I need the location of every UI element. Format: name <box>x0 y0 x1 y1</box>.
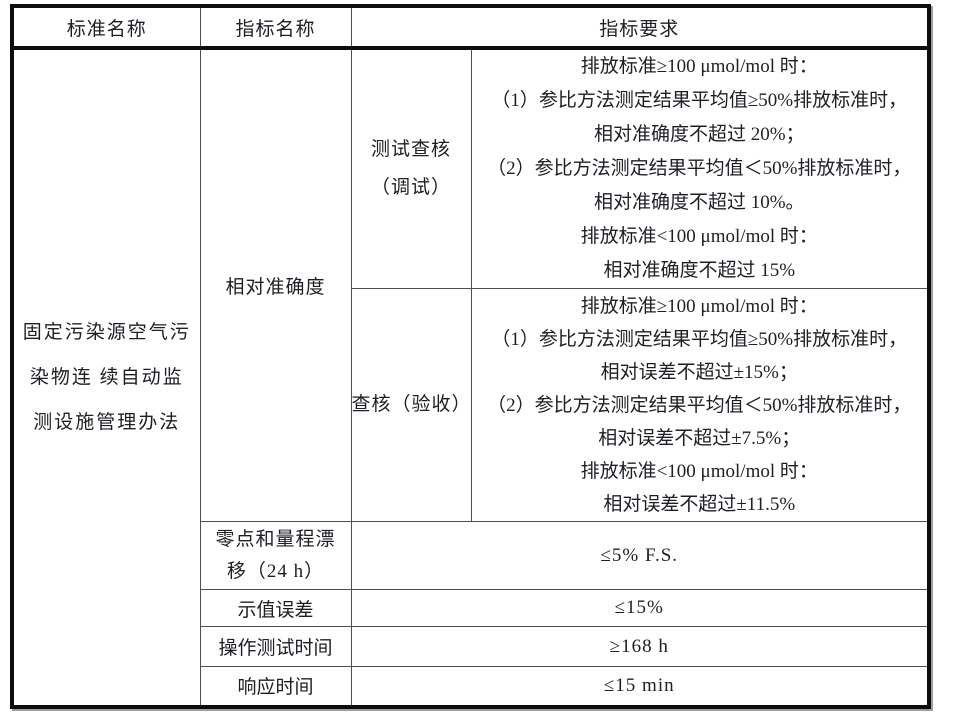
indication-error-value-cell: ≤15% <box>350 589 930 627</box>
requirement-line: （2）参比方法测定结果平均值＜50%排放标准时， <box>487 394 912 416</box>
debug-check-requirements-cell: 排放标准≥100 μmol/mol 时： （1）参比方法测定结果平均值≥50%排… <box>470 47 930 289</box>
requirement-line: 相对误差不超过±15%； <box>600 361 798 383</box>
requirement-line: 相对误差不超过±7.5%； <box>598 427 801 449</box>
table-row: 固定污染源空气污 染物连 续自动监 测设施管理办法 相对准确度 测试查核 （调试… <box>11 47 930 707</box>
header-indicator-requirement: 指标要求 <box>350 5 930 50</box>
operation-time-label-cell: 操作测试时间 <box>199 626 352 667</box>
table-row: 查核（验收） 排放标准≥100 μmol/mol 时： （1）参比方法测定结果平… <box>12 288 930 522</box>
requirement-line: 排放标准<100 μmol/mol 时： <box>580 460 818 482</box>
acceptance-check-label-cell: 查核（验收） <box>350 288 472 522</box>
header-indicator-name: 指标名称 <box>199 5 352 50</box>
requirement-line: （1）参比方法测定结果平均值≥50%排放标准时， <box>491 328 908 350</box>
drift-value-cell: ≤5% F.S. <box>350 521 930 590</box>
debug-check-label-line: 测试查核 <box>370 139 451 160</box>
operation-time-value-cell: ≥168 h <box>350 626 930 667</box>
standard-name-line: 测设施管理办法 <box>33 411 181 433</box>
drift-label-line: 移（24 h） <box>226 560 325 582</box>
debug-check-label-line: （调试） <box>370 177 451 198</box>
response-time-label-cell: 响应时间 <box>199 666 352 707</box>
spec-table: 标准名称 指标名称 指标要求 固定污染源空气污 染物连 续自动监 测设施管理办法… <box>10 4 931 709</box>
requirement-line: 相对准确度不超过 10%。 <box>593 192 805 213</box>
acceptance-check-label-line: 查核（验收） <box>351 394 472 415</box>
drift-label-line: 零点和量程漂 <box>215 528 336 550</box>
table-row: 响应时间 ≤15 min <box>12 666 930 707</box>
indication-error-label-cell: 示值误差 <box>199 589 352 627</box>
requirement-line: （1）参比方法测定结果平均值≥50%排放标准时， <box>491 90 908 111</box>
standard-name-line: 染物连 续自动监 <box>29 366 184 388</box>
requirement-line: 排放标准≥100 μmol/mol 时： <box>580 56 818 77</box>
requirement-line: 排放标准≥100 μmol/mol 时： <box>580 295 818 317</box>
standard-name-line: 固定污染源空气污 <box>22 321 191 343</box>
acceptance-check-requirements-cell: 排放标准≥100 μmol/mol 时： （1）参比方法测定结果平均值≥50%排… <box>470 288 930 522</box>
requirement-line: 排放标准<100 μmol/mol 时： <box>580 226 818 247</box>
debug-check-label-cell: 测试查核 （调试） <box>350 47 472 289</box>
table-row: 操作测试时间 ≥168 h <box>12 626 930 667</box>
requirement-line: 相对准确度不超过 15% <box>603 260 796 281</box>
header-standard-name: 标准名称 <box>11 5 201 50</box>
requirement-line: 相对误差不超过±11.5% <box>603 493 796 515</box>
standard-name-cell: 固定污染源空气污 染物连 续自动监 测设施管理办法 <box>11 47 201 707</box>
relative-accuracy-label-cell: 相对准确度 <box>199 47 352 522</box>
table-row: 示值误差 ≤15% <box>12 589 930 627</box>
requirement-line: （2）参比方法测定结果平均值＜50%排放标准时， <box>487 158 912 179</box>
response-time-value-cell: ≤15 min <box>350 666 930 707</box>
table-header-row: 标准名称 指标名称 指标要求 <box>11 5 930 50</box>
requirement-line: 相对准确度不超过 20%； <box>593 124 805 145</box>
drift-label-cell: 零点和量程漂 移（24 h） <box>199 521 352 590</box>
